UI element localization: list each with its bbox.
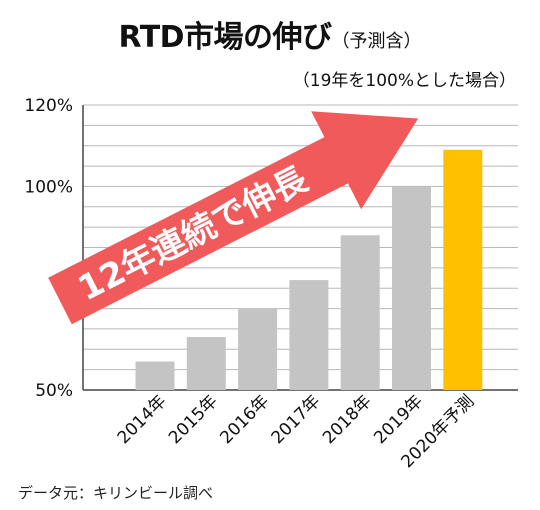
- bar: [289, 280, 329, 390]
- bar: [340, 235, 380, 390]
- growth-arrow-shape: [48, 111, 419, 325]
- bars: [135, 149, 483, 390]
- bar: [135, 361, 175, 390]
- y-tick-label: 100%: [24, 177, 73, 197]
- y-tick-label: 50%: [35, 381, 73, 401]
- title-sub: （予測含）: [331, 31, 422, 52]
- bar: [392, 186, 431, 390]
- chart-title: RTD市場の伸び（予測含）: [0, 12, 540, 56]
- bar: [443, 149, 483, 390]
- x-tick-label: 2014年: [114, 391, 171, 448]
- y-axis-ticks: 50% 100% 120%: [24, 96, 73, 401]
- x-tick-label: 2017年: [268, 391, 325, 448]
- x-tick-label: 2015年: [165, 391, 222, 448]
- x-tick-label: 2018年: [319, 391, 376, 448]
- chart-note: （19年を100%とした場合）: [292, 71, 516, 91]
- bar: [238, 308, 278, 390]
- title-main: RTD市場の伸び: [118, 20, 332, 55]
- y-tick-label: 120%: [24, 96, 73, 116]
- x-tick-label: 2016年: [216, 391, 273, 448]
- bar-chart: 50% 100% 120% 2014年2015年2016年2017年2018年201…: [24, 96, 518, 472]
- data-source: データ元：キリンビール調べ: [18, 484, 214, 502]
- bar: [186, 337, 226, 390]
- growth-arrow-label: 12年連続で伸長: [72, 159, 315, 309]
